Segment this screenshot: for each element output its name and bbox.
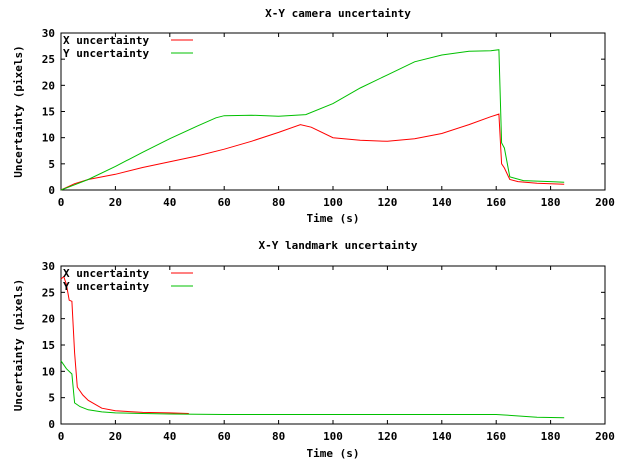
series-line-y-uncertainty — [60, 360, 565, 419]
x-tick-label: 20 — [109, 430, 122, 443]
x-tick-label: 0 — [58, 196, 65, 209]
x-axis-label: Time (s) — [307, 212, 360, 225]
y-axis-label: Uncertainty (pixels) — [12, 279, 25, 411]
y-tick-label: 15 — [42, 106, 55, 119]
chart-title: X-Y camera uncertainty — [265, 7, 411, 20]
x-tick-label: 120 — [377, 196, 397, 209]
y-tick-label: 5 — [48, 158, 55, 171]
x-tick-label: 80 — [272, 196, 285, 209]
x-tick-label: 200 — [595, 196, 615, 209]
x-tick-label: 140 — [432, 196, 452, 209]
legend-label: Y uncertainty — [63, 280, 149, 293]
y-tick-label: 30 — [42, 260, 55, 273]
y-tick-label: 0 — [48, 418, 55, 431]
y-tick-label: 25 — [42, 286, 55, 299]
x-tick-label: 60 — [218, 430, 231, 443]
chart-title: X-Y landmark uncertainty — [259, 239, 418, 252]
x-tick-label: 80 — [272, 430, 285, 443]
y-tick-label: 10 — [42, 132, 55, 145]
y-tick-label: 0 — [48, 184, 55, 197]
x-tick-label: 100 — [323, 196, 343, 209]
y-tick-label: 5 — [48, 392, 55, 405]
y-tick-label: 30 — [42, 27, 55, 40]
legend-label: X uncertainty — [63, 267, 149, 280]
x-tick-label: 40 — [163, 196, 176, 209]
x-tick-label: 60 — [218, 196, 231, 209]
y-axis-label: Uncertainty (pixels) — [12, 45, 25, 177]
legend-label: Y uncertainty — [63, 47, 149, 60]
y-tick-label: 20 — [42, 79, 55, 92]
x-tick-label: 0 — [58, 430, 65, 443]
series-line-x-uncertainty — [60, 113, 565, 191]
y-tick-label: 15 — [42, 339, 55, 352]
series-line-x-uncertainty — [60, 275, 189, 414]
x-tick-label: 140 — [432, 430, 452, 443]
x-tick-label: 160 — [486, 430, 506, 443]
x-tick-label: 40 — [163, 430, 176, 443]
x-tick-label: 120 — [377, 430, 397, 443]
x-tick-label: 160 — [486, 196, 506, 209]
y-tick-label: 10 — [42, 365, 55, 378]
y-tick-label: 25 — [42, 53, 55, 66]
x-tick-label: 180 — [541, 430, 561, 443]
x-tick-label: 20 — [109, 196, 122, 209]
series-line-y-uncertainty — [60, 49, 565, 191]
x-tick-label: 180 — [541, 196, 561, 209]
x-tick-label: 100 — [323, 430, 343, 443]
x-axis-label: Time (s) — [307, 447, 360, 460]
legend-label: X uncertainty — [63, 34, 149, 47]
x-tick-label: 200 — [595, 430, 615, 443]
y-tick-label: 20 — [42, 313, 55, 326]
